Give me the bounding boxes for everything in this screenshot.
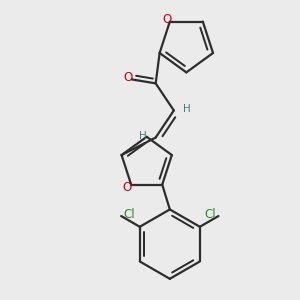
Text: Cl: Cl [204,208,216,221]
Text: O: O [123,181,132,194]
Text: H: H [139,131,147,141]
Text: O: O [163,14,172,26]
Text: O: O [123,71,133,84]
Text: Cl: Cl [124,208,135,221]
Text: H: H [182,104,190,114]
